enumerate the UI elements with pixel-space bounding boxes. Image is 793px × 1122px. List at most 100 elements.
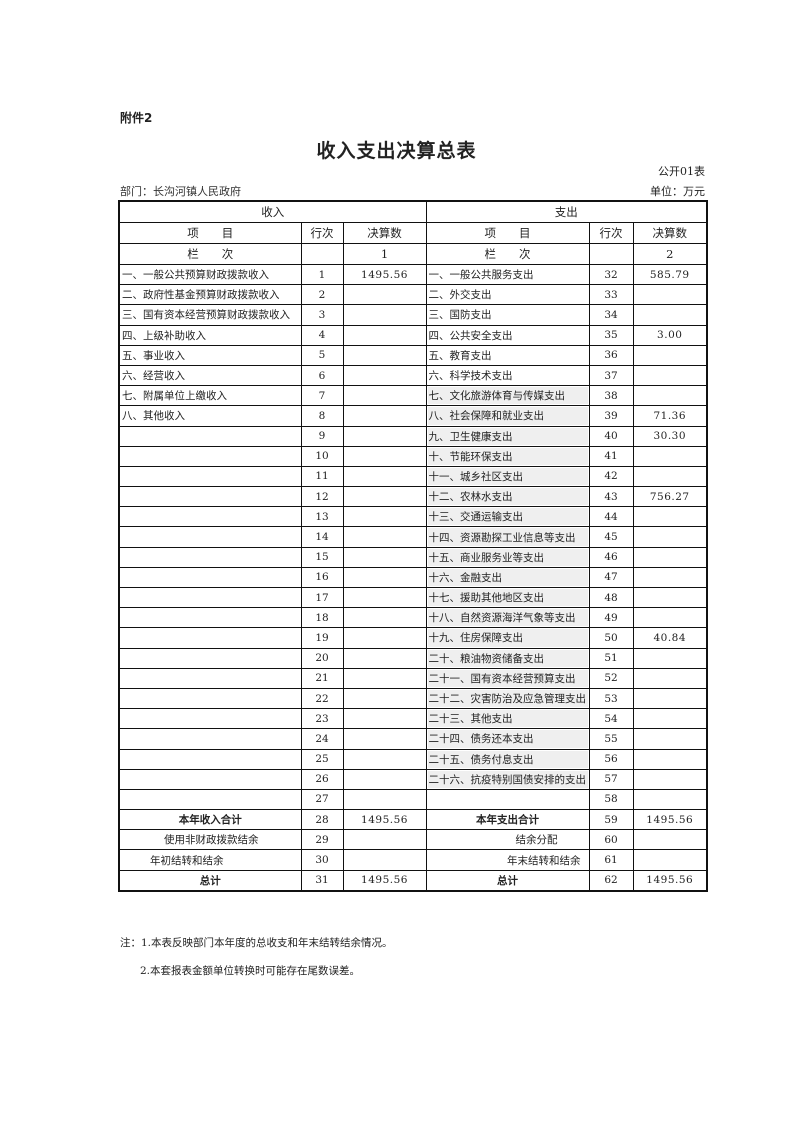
income-item: 一、一般公共预算财政拨款收入 <box>118 263 302 286</box>
income-amount <box>342 425 427 447</box>
expense-row-no: 41 <box>588 445 634 467</box>
expense-amount <box>632 506 708 528</box>
expense-column-index: 2 <box>632 243 708 265</box>
income-row-no: 29 <box>300 829 344 851</box>
table-row: 25 二十五、债务付息支出 56 <box>118 748 708 770</box>
table-row: 本年收入合计 28 1495.56 本年支出合计 59 1495.56 <box>118 809 708 831</box>
table-row: 11 十一、城乡社区支出 42 <box>118 465 708 488</box>
income-row-no: 12 <box>300 486 344 508</box>
section-header-row: 收入 支出 <box>118 200 708 223</box>
income-amount <box>342 465 427 488</box>
expense-amount <box>632 465 708 488</box>
income-row-no: 6 <box>300 364 344 387</box>
expense-amount <box>632 445 708 467</box>
income-column-index: 1 <box>342 243 427 265</box>
expense-item <box>425 788 590 811</box>
expense-item: 十九、住房保障支出 <box>425 627 590 649</box>
income-row-no: 20 <box>300 647 344 669</box>
expense-item: 十四、资源勘探工业信息等支出 <box>425 526 590 548</box>
expense-item: 十六、金融支出 <box>425 566 590 589</box>
income-row-no: 23 <box>300 708 344 730</box>
income-row-no: 17 <box>300 586 344 609</box>
income-item: 总计 <box>118 869 302 892</box>
income-item <box>118 607 302 629</box>
income-amount <box>342 849 427 871</box>
income-item: 使用非财政拨款结余 <box>118 829 302 851</box>
expense-amount <box>632 546 708 568</box>
expense-row-no: 52 <box>588 667 634 689</box>
income-item <box>118 687 302 710</box>
income-item <box>118 586 302 609</box>
income-item <box>118 445 302 467</box>
income-amount <box>342 284 427 306</box>
expense-amount: 1495.56 <box>632 809 708 831</box>
income-amount <box>342 364 427 387</box>
income-item <box>118 667 302 689</box>
expense-item: 十一、城乡社区支出 <box>425 465 590 488</box>
income-item <box>118 425 302 447</box>
expense-row-no: 32 <box>588 263 634 286</box>
income-row-no: 1 <box>300 263 344 286</box>
expense-item: 六、科学技术支出 <box>425 364 590 387</box>
expense-item: 二十六、抗疫特别国债安排的支出 <box>425 768 590 790</box>
table-row: 六、经营收入 6 六、科学技术支出 37 <box>118 364 708 387</box>
table-row: 八、其他收入 8 八、社会保障和就业支出 39 71.36 <box>118 405 708 427</box>
income-row-no: 25 <box>300 748 344 770</box>
income-amount <box>342 768 427 790</box>
table-row: 27 58 <box>118 788 708 811</box>
notes: 注：1.本表反映部门本年度的总收支和年末结转结余情况。 2.本套报表金额单位转换… <box>120 935 393 991</box>
table-row: 22 二十二、灾害防治及应急管理支出 53 <box>118 687 708 710</box>
expense-header: 支出 <box>425 200 708 223</box>
table-row: 七、附属单位上缴收入 7 七、文化旅游体育与传媒支出 38 <box>118 385 708 407</box>
income-row-no: 27 <box>300 788 344 811</box>
expense-row-no: 48 <box>588 586 634 609</box>
income-amount <box>342 304 427 326</box>
table-row: 23 二十三、其他支出 54 <box>118 708 708 730</box>
table-row: 12 十二、农林水支出 43 756.27 <box>118 486 708 508</box>
income-item: 六、经营收入 <box>118 364 302 387</box>
expense-item: 十五、商业服务业等支出 <box>425 546 590 568</box>
income-item: 本年收入合计 <box>118 809 302 831</box>
expense-amount <box>632 304 708 326</box>
income-item: 二、政府性基金预算财政拨款收入 <box>118 284 302 306</box>
unit: 单位：万元 <box>650 185 705 198</box>
income-amount <box>342 829 427 851</box>
income-amount <box>342 647 427 669</box>
expense-amount: 756.27 <box>632 486 708 508</box>
expense-item: 七、文化旅游体育与传媒支出 <box>425 385 590 407</box>
income-amount <box>342 566 427 589</box>
income-column-blank <box>300 243 344 265</box>
income-item <box>118 748 302 770</box>
income-row-no: 31 <box>300 869 344 892</box>
expense-amount: 585.79 <box>632 263 708 286</box>
income-column-label: 栏 次 <box>118 243 302 265</box>
note-2: 2.本套报表金额单位转换时可能存在尾数误差。 <box>140 965 361 977</box>
table-code: 公开01表 <box>658 165 705 178</box>
expense-item: 十七、援助其他地区支出 <box>425 586 590 609</box>
expense-row-no: 38 <box>588 385 634 407</box>
expense-item: 十八、自然资源海洋气象等支出 <box>425 607 590 629</box>
expense-amount <box>632 344 708 366</box>
expense-amount: 1495.56 <box>632 869 708 892</box>
income-amount <box>342 546 427 568</box>
income-item: 三、国有资本经营预算财政拨款收入 <box>118 304 302 326</box>
expense-amount <box>632 788 708 811</box>
income-amount <box>342 445 427 467</box>
table-row: 20 二十、粮油物资储备支出 51 <box>118 647 708 669</box>
income-amount <box>342 667 427 689</box>
expense-amount <box>632 586 708 609</box>
expense-item: 本年支出合计 <box>425 809 590 831</box>
expense-row-no: 50 <box>588 627 634 649</box>
income-row-no: 4 <box>300 324 344 346</box>
expense-row-no: 47 <box>588 566 634 589</box>
expense-item: 二、外交支出 <box>425 284 590 306</box>
table-row: 14 十四、资源勘探工业信息等支出 45 <box>118 526 708 548</box>
income-amount <box>342 586 427 609</box>
income-item <box>118 506 302 528</box>
income-amount <box>342 526 427 548</box>
expense-item: 二十二、灾害防治及应急管理支出 <box>425 687 590 710</box>
income-amount <box>342 687 427 710</box>
income-item-header: 项 目 <box>118 222 302 244</box>
income-amount: 1495.56 <box>342 869 427 892</box>
attachment-label: 附件2 <box>120 111 153 125</box>
